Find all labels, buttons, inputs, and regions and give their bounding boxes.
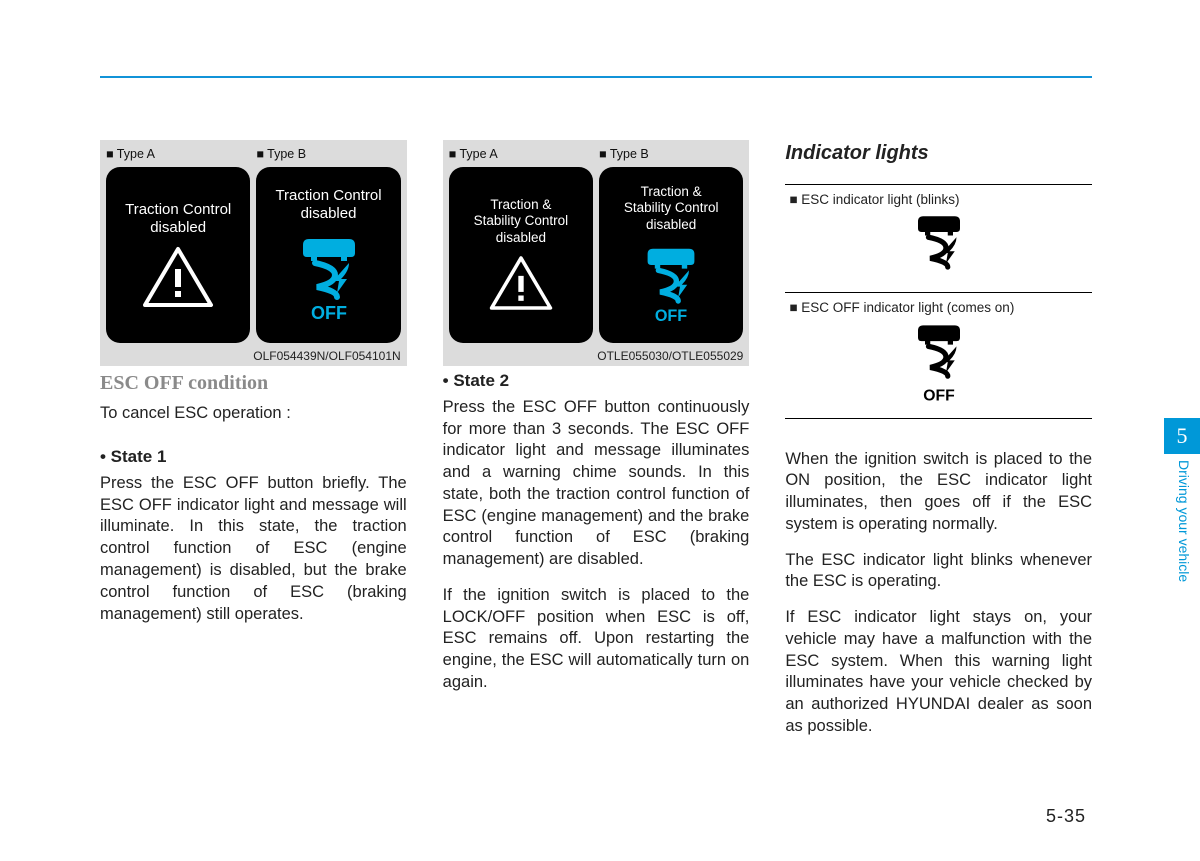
- type-b-label: ■ Type B: [256, 146, 400, 163]
- line3: disabled: [496, 230, 546, 245]
- indicator-label: ■ ESC OFF indicator light (comes on): [789, 299, 1088, 317]
- panel-text: Traction & Stability Control disabled: [624, 184, 719, 233]
- panel-type-labels: ■ Type A ■ Type B: [106, 146, 401, 163]
- column-2: ■ Type A ■ Type B Traction & Stability C…: [443, 140, 750, 752]
- type-a-label: ■ Type A: [449, 146, 593, 163]
- indicator-lights-heading: Indicator lights: [785, 140, 1092, 166]
- off-text: OFF: [923, 387, 955, 404]
- line2: Stability Control: [624, 200, 719, 215]
- figure-group-1: ■ Type A ■ Type B Traction Control disab…: [100, 140, 407, 366]
- warning-triangle-icon: [141, 245, 215, 309]
- panel-type-b: Traction & Stability Control disabled OF…: [599, 167, 743, 343]
- page-number: 5-35: [1046, 806, 1086, 827]
- type-a-label: ■ Type A: [106, 146, 250, 163]
- state-1-heading: • State 1: [100, 446, 407, 468]
- off-text: OFF: [311, 303, 347, 323]
- esc-car-skid-icon: [904, 211, 974, 281]
- column-3: Indicator lights ■ ESC indicator light (…: [785, 140, 1092, 752]
- line1: Traction Control: [275, 187, 381, 204]
- state-1-body: Press the ESC OFF button briefly. The ES…: [100, 473, 407, 625]
- indicator-block: ■ ESC indicator light (blinks) ■ ESC OFF…: [785, 184, 1092, 418]
- indicator-esc-blinks: ■ ESC indicator light (blinks): [785, 185, 1092, 293]
- line2: disabled: [301, 205, 357, 222]
- esc-off-heading: ESC OFF condition: [100, 370, 407, 396]
- warning-triangle-icon: [488, 254, 554, 312]
- figure-code: OTLE055030/OTLE055029: [449, 349, 744, 365]
- indicator-esc-off-comes-on: ■ ESC OFF indicator light (comes on) OFF: [785, 293, 1092, 418]
- line2: disabled: [150, 219, 206, 236]
- type-b-label: ■ Type B: [599, 146, 743, 163]
- state-2-body: Press the ESC OFF button continuously fo…: [443, 397, 750, 571]
- panel-type-a: Traction & Stability Control disabled: [449, 167, 593, 343]
- line1: Traction &: [641, 184, 702, 199]
- chapter-number: 5: [1177, 423, 1188, 449]
- state-2-body-2: If the ignition switch is placed to the …: [443, 585, 750, 694]
- indicator-p2: The ESC indicator light blinks whenever …: [785, 550, 1092, 594]
- esc-off-car-icon: OFF: [635, 241, 707, 325]
- state-2-heading: • State 2: [443, 370, 750, 392]
- chapter-title: Driving your vehicle: [1172, 460, 1192, 582]
- panel-type-b: Traction Control disabled OFF: [256, 167, 400, 343]
- line3: disabled: [646, 217, 696, 232]
- panel-text: Traction Control disabled: [125, 201, 231, 237]
- panel-row: Traction Control disabled Traction Contr…: [106, 167, 401, 343]
- panel-type-labels: ■ Type A ■ Type B: [449, 146, 744, 163]
- panel-text: Traction & Stability Control disabled: [474, 197, 569, 246]
- chapter-tab: 5: [1164, 418, 1200, 454]
- esc-off-car-skid-icon: OFF: [904, 319, 974, 407]
- main-content: ■ Type A ■ Type B Traction Control disab…: [100, 140, 1092, 752]
- indicator-p1: When the ignition switch is placed to th…: [785, 449, 1092, 536]
- figure-group-2: ■ Type A ■ Type B Traction & Stability C…: [443, 140, 750, 366]
- panel-text: Traction Control disabled: [275, 187, 381, 223]
- header-rule: [100, 76, 1092, 78]
- panel-row: Traction & Stability Control disabled Tr…: [449, 167, 744, 343]
- line1: Traction &: [490, 197, 551, 212]
- line2: Stability Control: [474, 213, 569, 228]
- panel-type-a: Traction Control disabled: [106, 167, 250, 343]
- esc-off-car-icon: OFF: [289, 231, 369, 323]
- intro-text: To cancel ESC operation :: [100, 403, 407, 425]
- figure-code: OLF054439N/OLF054101N: [106, 349, 401, 365]
- off-text: OFF: [655, 307, 687, 325]
- indicator-p3: If ESC indicator light stays on, your ve…: [785, 607, 1092, 738]
- column-1: ■ Type A ■ Type B Traction Control disab…: [100, 140, 407, 752]
- indicator-label: ■ ESC indicator light (blinks): [789, 191, 1088, 209]
- line1: Traction Control: [125, 201, 231, 218]
